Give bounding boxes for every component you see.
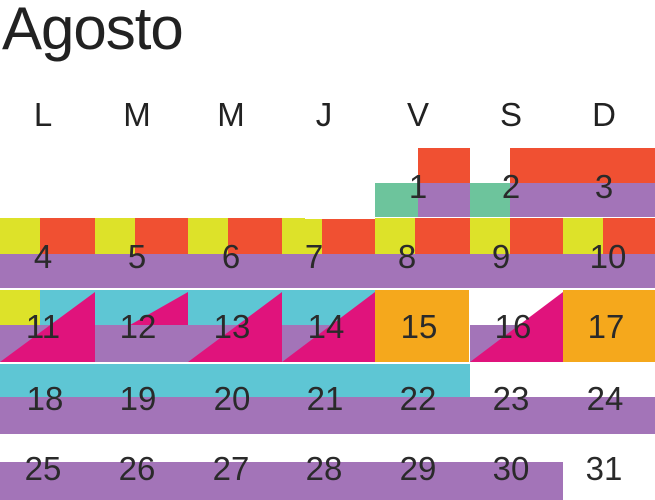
block	[282, 292, 375, 362]
weekday-tuesday: M	[123, 96, 151, 133]
day-21: 21	[306, 380, 344, 417]
block	[470, 183, 510, 217]
day-29: 29	[399, 450, 437, 487]
weekday-saturday: S	[499, 96, 522, 133]
day-18: 18	[26, 380, 64, 417]
block	[563, 290, 655, 362]
day-3: 3	[594, 168, 614, 205]
day-9: 9	[491, 238, 511, 275]
day-20: 20	[213, 380, 251, 417]
block	[0, 218, 40, 254]
day-22: 22	[399, 380, 437, 417]
day-5: 5	[127, 238, 147, 275]
weekday-friday: V	[406, 96, 429, 133]
day-19: 19	[119, 380, 157, 417]
day-14: 14	[307, 308, 345, 345]
block	[0, 397, 655, 434]
weekday-sunday: D	[592, 96, 616, 133]
block	[510, 183, 655, 217]
day-26: 26	[118, 450, 156, 487]
block	[0, 292, 95, 362]
block	[375, 218, 415, 254]
block	[510, 148, 655, 183]
block	[305, 218, 375, 219]
block	[282, 218, 322, 254]
day-23: 23	[492, 380, 530, 417]
day-24: 24	[586, 380, 624, 417]
day-17: 17	[587, 308, 625, 345]
day-30: 30	[492, 450, 530, 487]
block	[0, 364, 470, 397]
block	[0, 254, 655, 288]
day-6: 6	[221, 238, 241, 275]
day-2: 2	[501, 168, 521, 205]
block	[375, 290, 469, 362]
day-27: 27	[212, 450, 250, 487]
day-12: 12	[119, 308, 157, 345]
day-16: 16	[494, 308, 532, 345]
page-title: Agosto	[2, 0, 184, 62]
day-15: 15	[400, 308, 438, 345]
day-7: 7	[304, 238, 324, 275]
block	[0, 290, 40, 325]
block	[130, 292, 188, 325]
weekday-thursday: J	[315, 96, 333, 133]
block	[95, 218, 135, 254]
weekday-wednesday: M	[217, 96, 245, 133]
block	[375, 183, 418, 217]
block	[470, 292, 563, 362]
block	[563, 218, 603, 254]
day-25: 25	[24, 450, 62, 487]
day-28: 28	[305, 450, 343, 487]
block	[0, 462, 563, 500]
weekday-monday: L	[33, 96, 53, 133]
day-10: 10	[589, 238, 627, 275]
block	[188, 218, 228, 254]
day-31: 31	[585, 450, 623, 487]
block	[470, 218, 510, 254]
day-11: 11	[25, 308, 61, 345]
block	[418, 183, 470, 217]
block	[188, 292, 282, 362]
block	[418, 148, 470, 183]
day-8: 8	[397, 238, 417, 275]
day-13: 13	[213, 308, 251, 345]
day-1: 1	[408, 168, 428, 205]
day-4: 4	[33, 238, 53, 275]
